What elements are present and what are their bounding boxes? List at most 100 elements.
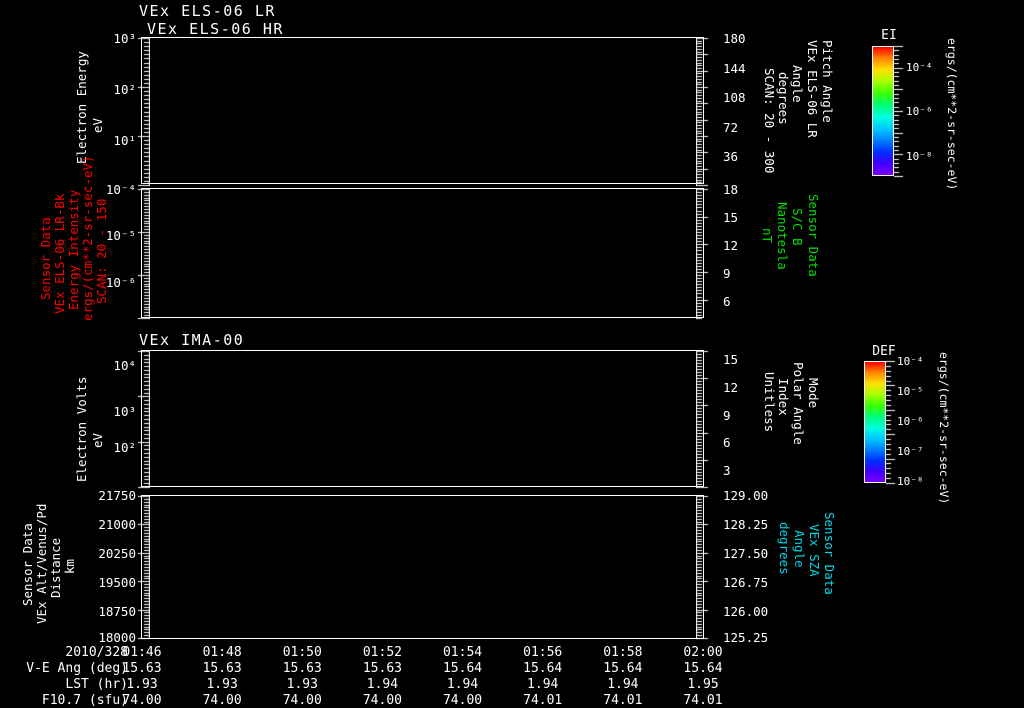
colorbar2-tick-0: 10⁻⁴ <box>897 355 924 368</box>
colorbar2-tick-1: 10⁻⁵ <box>897 385 924 398</box>
bottom-cell-ve_ang-5: 15.64 <box>523 661 563 676</box>
bottom-row-label-1: V-E Ang (deg) <box>26 661 128 676</box>
colorbar2-title: DEF <box>872 344 896 359</box>
colorbar2-tick-2: 10⁻⁶ <box>897 415 924 428</box>
panel4-right-label-4: degrees <box>777 522 792 575</box>
panel4-left-label-1: Sensor Data <box>20 523 35 606</box>
colorbar1-tick-2: 10⁻⁸ <box>906 150 933 163</box>
panel3-y2tick-2: 9 <box>723 408 731 423</box>
panel3-y2tick-0: 15 <box>723 352 739 367</box>
bottom-cell-ve_ang-7: 15.64 <box>683 661 723 676</box>
panel2-right-label-2: S/C B <box>790 208 805 246</box>
panel2-ytick-2: 10⁻⁶ <box>105 275 136 290</box>
panel4-y2tick-2: 127.50 <box>723 546 769 561</box>
panel4-ytick-5: 18000 <box>98 630 136 645</box>
panel2-y2tick-4: 6 <box>723 294 731 309</box>
colorbar2-ticks <box>886 359 900 485</box>
bottom-cell-f107-1: 74.00 <box>202 693 242 708</box>
panel2-left-label-1: Sensor Data <box>38 217 53 300</box>
panel4-y2tick-4: 126.00 <box>723 604 769 619</box>
panel4-right-label-3: Angle <box>792 530 807 568</box>
bottom-cell-f107-2: 74.00 <box>282 693 322 708</box>
panel1-title-lr: VEx ELS-06 LR <box>139 2 276 20</box>
panel1-right-label-5: SCAN: 20 - 300 <box>762 68 777 174</box>
panel4-y2tick-3: 126.75 <box>723 575 769 590</box>
panel2-frame <box>141 188 704 318</box>
bottom-cell-f107-5: 74.01 <box>523 693 563 708</box>
bottom-cell-time-1: 01:48 <box>202 645 242 660</box>
panel1-right-label-4: degrees <box>776 72 791 125</box>
bottom-cell-lst-3: 1.94 <box>366 677 399 692</box>
panel3-frame <box>141 350 704 487</box>
panel4-right-label-2: VEx SZA <box>807 524 822 577</box>
bottom-cell-lst-5: 1.94 <box>527 677 559 692</box>
panel4-ytick-1: 21000 <box>98 517 136 532</box>
panel4-ytick-0: 21750 <box>98 488 136 503</box>
bottom-cell-time-6: 01:58 <box>603 645 643 660</box>
panel1-frame <box>141 37 704 184</box>
bottom-row-label-2: LST (hr) <box>65 677 128 692</box>
panel2-y2tick-0: 18 <box>723 182 739 197</box>
panel2-ytick-1: 10⁻⁵ <box>105 228 136 243</box>
bottom-cell-ve_ang-6: 15.64 <box>603 661 643 676</box>
colorbar1-tick-0: 10⁻⁴ <box>906 61 933 74</box>
panel1-right-label-3: Angle <box>790 65 805 103</box>
panel4-right-ticks <box>696 490 776 646</box>
colorbar2-gradient <box>864 361 886 483</box>
panel1-right-label-2: VEx ELS-06 LR <box>805 40 820 138</box>
bottom-cell-ve_ang-0: 15.63 <box>122 661 162 676</box>
panel4-frame <box>141 495 704 639</box>
panel3-right-label-2: Polar Angle <box>791 362 806 445</box>
colorbar2-units: ergs/(cm**2-sr-sec-eV) <box>937 352 951 505</box>
bottom-cell-lst-1: 1.93 <box>206 677 238 692</box>
panel4-left-label-3: Distance <box>48 537 63 598</box>
panel3-right-label-4: Unitless <box>762 372 777 433</box>
bottom-cell-f107-4: 74.00 <box>442 693 483 708</box>
panel1-left-axis-label: Electron Energy <box>74 51 89 164</box>
panel1-title-hr: VEx ELS-06 HR <box>147 20 284 38</box>
panel1-right-label-1: Pitch Angle <box>820 40 835 123</box>
panel2-ytick-0: 10⁻⁴ <box>105 182 136 197</box>
panel2-left-ticks <box>130 183 150 323</box>
panel4-left-ticks <box>130 490 150 646</box>
bottom-cell-lst-2: 1.93 <box>286 677 318 692</box>
bottom-cell-ve_ang-4: 15.64 <box>442 661 483 676</box>
bottom-row-label-3: F10.7 (sfu) <box>41 693 128 708</box>
panel2-left-label-2: VEx ELS-06 LR-Bk <box>52 193 67 314</box>
bottom-cell-time-0: 01:46 <box>122 645 162 660</box>
panel3-title: VEx IMA-00 <box>139 331 245 349</box>
panel4-y2tick-0: 129.00 <box>723 488 769 503</box>
panel2-right-label-3: Nanotesla <box>775 202 790 270</box>
panel1-y2tick-1: 144 <box>723 61 746 76</box>
colorbar2-tick-4: 10⁻⁸ <box>897 475 924 488</box>
bottom-cell-f107-0: 74.00 <box>122 693 162 708</box>
panel3-left-axis-label: Electron Volts <box>74 376 89 482</box>
bottom-cell-ve_ang-3: 15.63 <box>362 661 402 676</box>
bottom-cell-ve_ang-2: 15.63 <box>282 661 322 676</box>
panel4-ytick-4: 18750 <box>98 604 136 619</box>
panel1-right-ticks <box>696 32 776 192</box>
panel1-y2tick-4: 36 <box>723 149 739 164</box>
panel1-y2tick-3: 72 <box>723 120 739 135</box>
panel2-y2tick-2: 12 <box>723 238 739 253</box>
colorbar1-gradient <box>872 46 894 176</box>
bottom-cell-lst-6: 1.94 <box>607 677 639 692</box>
panel3-right-ticks <box>696 345 776 495</box>
bottom-cell-lst-0: 1.93 <box>126 677 158 692</box>
panel4-ytick-2: 20250 <box>98 546 136 561</box>
panel3-y2tick-1: 12 <box>723 380 739 395</box>
bottom-cell-time-2: 01:50 <box>282 645 322 660</box>
panel4-y2tick-1: 128.25 <box>723 517 769 532</box>
panel3-left-ticks <box>130 345 150 495</box>
panel3-y2tick-3: 6 <box>723 435 731 450</box>
panel4-y2tick-5: 125.25 <box>723 630 769 645</box>
colorbar1-title: EI <box>881 28 897 43</box>
bottom-cell-time-5: 01:56 <box>523 645 563 660</box>
bottom-cell-lst-7: 1.95 <box>687 677 719 692</box>
bottom-cell-ve_ang-1: 15.63 <box>202 661 242 676</box>
panel1-left-ticks <box>130 32 150 192</box>
bottom-cell-time-4: 01:54 <box>442 645 483 660</box>
colorbar1-tick-1: 10⁻⁶ <box>906 105 933 118</box>
panel2-left-label-4: ergs/(cm**2-sr-sec-eV) <box>80 155 95 321</box>
panel4-right-label-1: Sensor Data <box>822 512 837 595</box>
